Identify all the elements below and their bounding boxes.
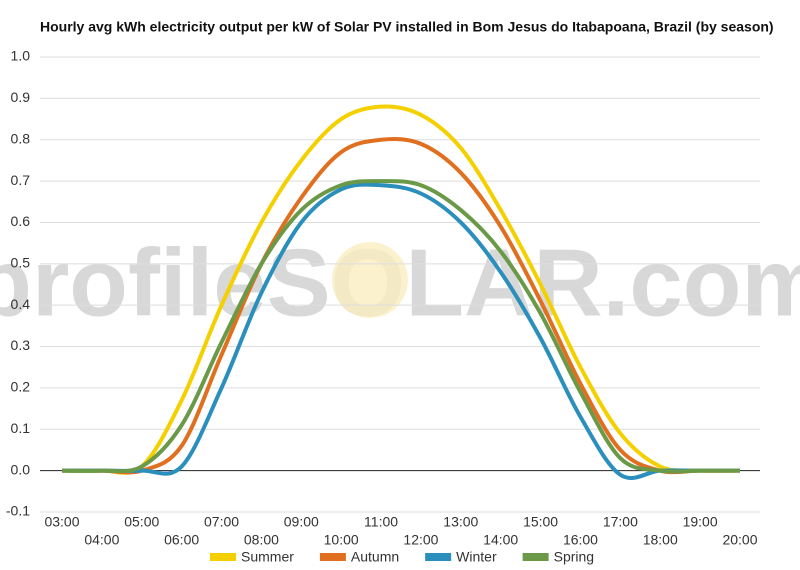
y-tick-label: 1.0 (11, 48, 31, 64)
legend-swatch (425, 553, 452, 561)
x-tick-label: 18:00 (643, 532, 678, 548)
y-tick-label: 0.7 (11, 172, 31, 188)
x-tick-label: 09:00 (284, 514, 319, 530)
x-tick-label: 15:00 (523, 514, 558, 530)
legend-swatch (210, 553, 236, 561)
legend-swatch (319, 553, 346, 561)
legend-label: Autumn (351, 549, 399, 565)
x-tick-label: 13:00 (443, 514, 478, 530)
x-tick-label: 17:00 (603, 514, 638, 530)
x-tick-label: 16:00 (563, 532, 598, 548)
x-tick-label: 03:00 (44, 514, 79, 530)
x-tick-label: 08:00 (244, 532, 279, 548)
x-tick-label: 05:00 (124, 514, 159, 530)
legend-swatch (522, 553, 549, 561)
y-tick-label: 0.2 (11, 379, 31, 395)
x-tick-label: 04:00 (84, 532, 119, 548)
series-line (61, 104, 741, 475)
x-tick-label: 06:00 (164, 532, 199, 548)
x-tick-label: 10:00 (324, 532, 359, 548)
y-tick-label: 0.0 (11, 461, 31, 477)
series-line (61, 136, 740, 475)
y-tick-label: 0.6 (11, 213, 31, 229)
y-tick-label: 0.5 (11, 255, 31, 271)
y-tick-label: 0.3 (11, 337, 31, 353)
y-tick-label: 0.9 (11, 89, 31, 105)
x-tick-label: 19:00 (683, 514, 718, 530)
watermark-sun (332, 242, 408, 318)
x-tick-label: 07:00 (204, 514, 239, 530)
legend-label: Spring (554, 549, 594, 565)
x-tick-label: 11:00 (364, 514, 398, 530)
y-tick-label: -0.1 (6, 503, 30, 519)
legend-label: Winter (456, 549, 497, 565)
x-tick-label: 12:00 (403, 532, 438, 548)
y-tick-label: 0.8 (11, 130, 31, 146)
y-tick-label: 0.4 (11, 296, 31, 312)
y-tick-label: 0.1 (11, 420, 31, 436)
x-tick-label: 20:00 (722, 532, 757, 548)
series-line (61, 179, 740, 474)
legend-label: Summer (241, 549, 294, 565)
series-line (61, 182, 740, 480)
x-tick-label: 14:00 (483, 532, 518, 548)
chart-title: Hourly avg kWh electricity output per kW… (40, 19, 774, 35)
